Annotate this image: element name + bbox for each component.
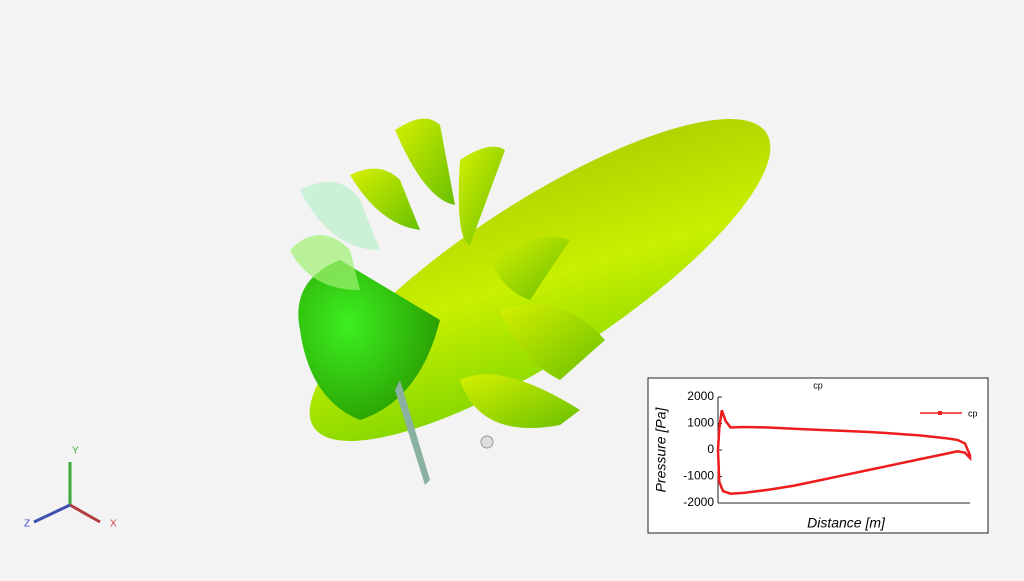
triad-z-label: Z <box>24 519 30 530</box>
series-line <box>716 409 972 495</box>
chart-frame <box>647 377 989 534</box>
chart-panel: cp Distance [m] Pressure [Pa] -2000 -1000… <box>647 377 989 534</box>
3d-model[interactable] <box>271 68 809 493</box>
triad-y-label: Y <box>72 446 79 457</box>
legend-label: cp <box>968 408 978 418</box>
chart-title: cp <box>813 380 823 390</box>
axes-triad: Y X Z <box>24 446 117 530</box>
y-tick-label: 2000 <box>687 389 714 403</box>
triad-x <box>69 503 101 524</box>
y-axis-label: Pressure [Pa] <box>653 406 669 492</box>
triad-x-label: X <box>110 519 117 530</box>
x-axis-label: Distance [m] <box>807 515 886 531</box>
triad-z <box>33 503 71 524</box>
legend-marker <box>938 411 942 415</box>
y-tick-label: -1000 <box>683 469 714 483</box>
y-tick-label: -2000 <box>683 495 714 509</box>
y-tick-label: 0 <box>707 442 714 456</box>
y-tick-label: 1000 <box>687 416 714 430</box>
